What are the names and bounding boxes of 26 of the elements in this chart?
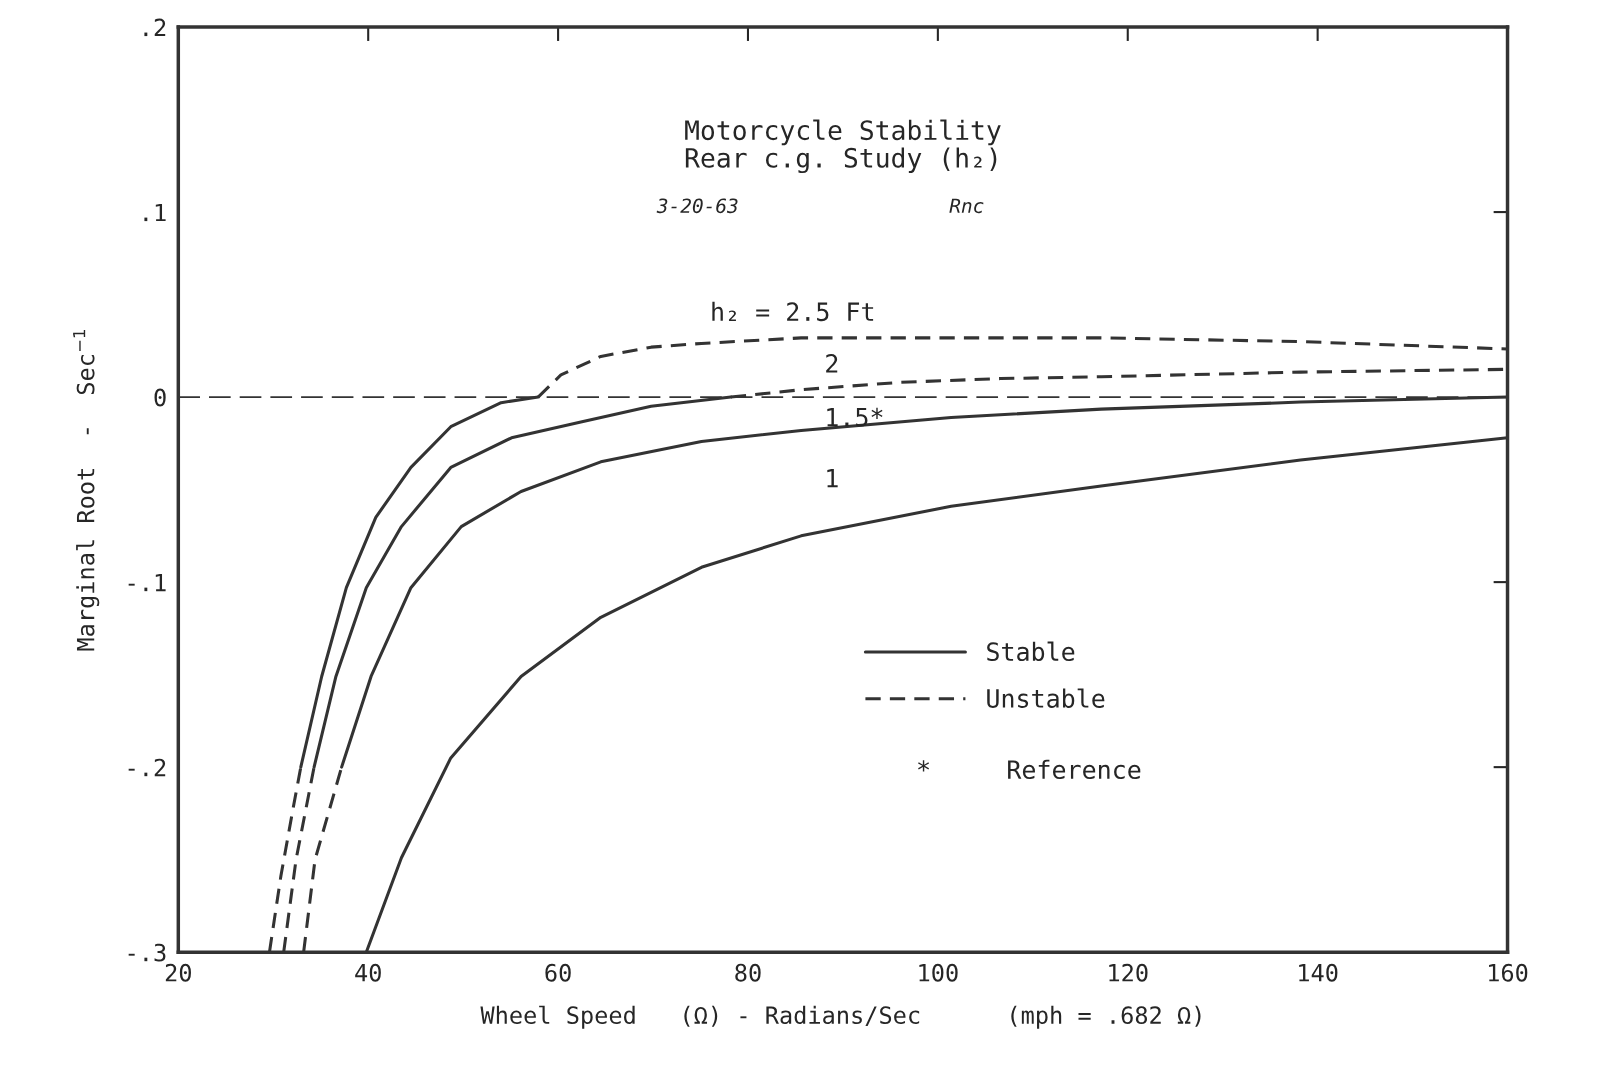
y-tick-label: .1 [144,203,166,222]
annotation: 1 [827,469,838,488]
x-tick-label: 80 [735,963,761,982]
x-tick-label: 100 [919,963,958,982]
annotation: 3-20-63 [656,198,738,214]
annotation: Rnc [949,198,984,214]
y-tick-label: 0 [154,388,166,407]
x-tick-label: 60 [545,963,571,982]
y-tick-label: -.1 [128,573,166,592]
annotation: h₂ = 2.5 Ft [712,301,874,322]
legend-label: Stable [987,641,1075,662]
y-tick-label: .2 [144,18,166,37]
x-tick-label: 120 [1109,963,1148,982]
y-axis-title: Marginal Root - Sec$^{−1}$ [73,330,100,651]
text: Motorcycle Stability Rear c.g. Study (h₂) [685,119,1001,174]
x-tick-label: 40 [355,963,381,982]
x-tick-label: 160 [1489,963,1528,982]
y-tick-label: -.2 [128,758,166,777]
x-tick-label: 140 [1299,963,1338,982]
x-axis-title: Wheel Speed (Ω) - Radians/Sec (mph = .682 Ω) [480,1005,1201,1029]
annotation: * Reference [918,759,1141,780]
y-tick-label: -.3 [128,943,166,962]
legend-label: Unstable [987,688,1105,708]
annotation: 1.5* [827,407,883,427]
annotation: 2 [826,354,838,373]
x-tick-label: 20 [165,963,191,982]
